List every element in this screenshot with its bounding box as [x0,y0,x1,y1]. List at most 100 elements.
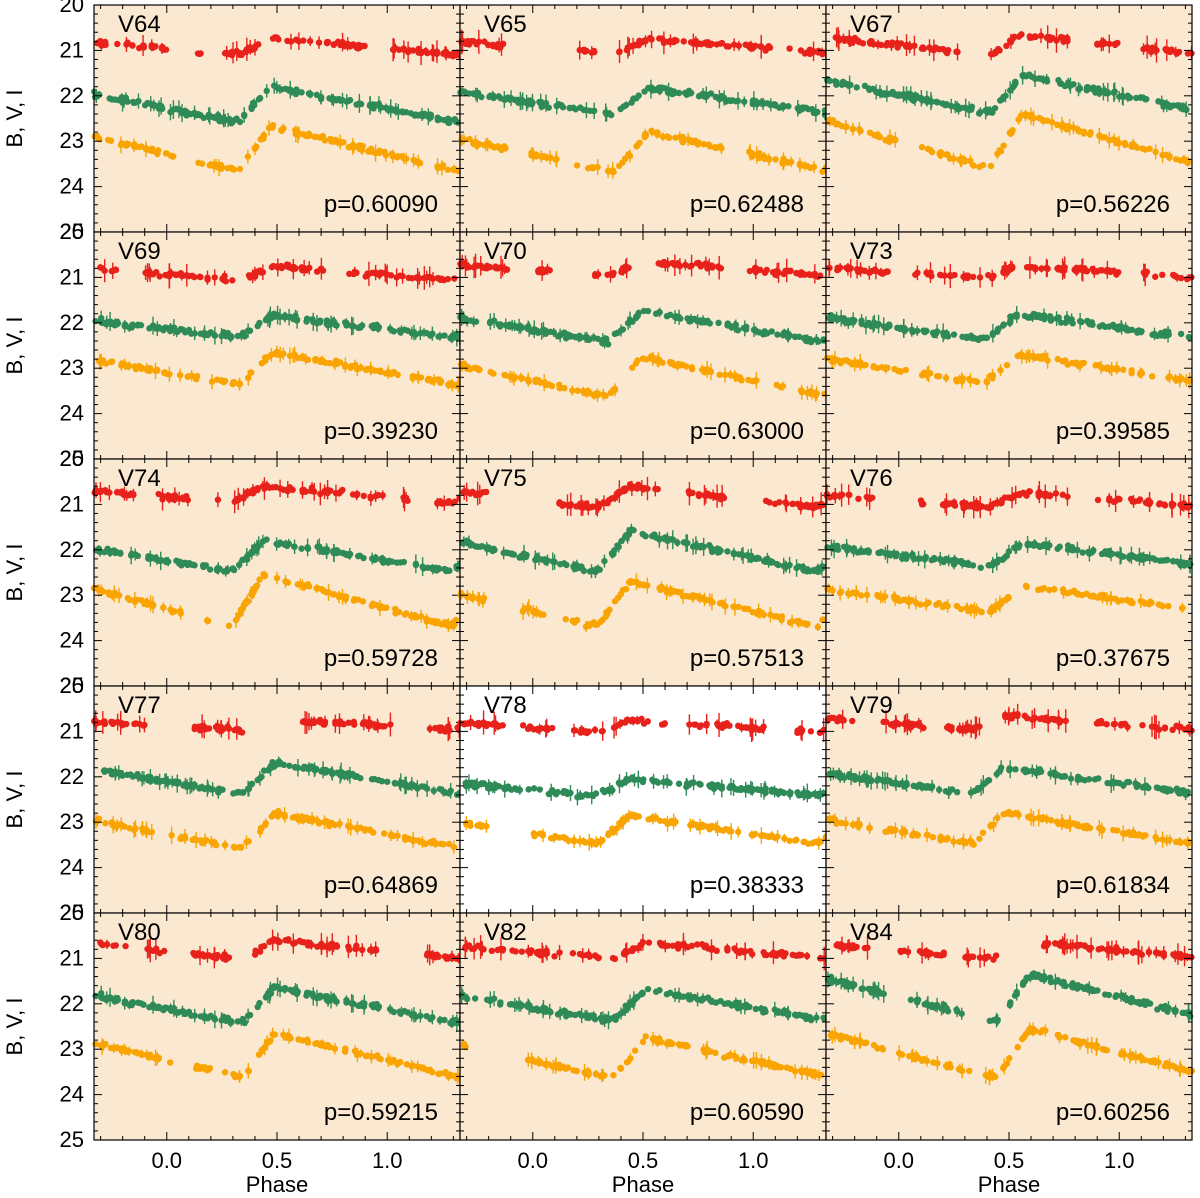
point-I-band [1063,34,1071,42]
point-V-band [1054,314,1061,322]
point-I-band [953,48,960,56]
point-B-band [648,128,656,136]
point-B-band [543,154,550,161]
point-V-band [570,104,577,111]
point-I-band [140,43,147,51]
point-V-band [478,93,485,101]
point-V-band [298,545,305,552]
point-I-band [585,504,593,511]
point-I-band [1055,266,1062,273]
point-B-band [994,150,1001,158]
point-V-band [882,91,889,98]
point-I-band [877,269,884,276]
point-I-band [405,274,412,282]
point-B-band [363,365,371,373]
point-B-band [413,614,420,621]
point-V-band [779,103,787,111]
point-I-band [803,501,810,508]
point-I-band [566,502,574,510]
point-I-band [231,498,238,505]
point-V-band [983,334,991,341]
point-V-band [262,316,270,324]
point-B-band [496,144,504,151]
point-I-band [229,49,237,56]
point-B-band [401,611,409,618]
point-I-band [773,267,781,275]
point-I-band [374,491,382,499]
point-B-band [641,132,649,139]
point-I-band [445,498,453,505]
point-I-band [1177,274,1185,282]
point-I-band [914,269,921,277]
point-V-band [1020,72,1028,79]
point-B-band [491,144,498,151]
point-I-band [1111,40,1119,48]
point-V-band [699,90,707,97]
point-I-band [632,41,639,48]
point-B-band [970,162,977,169]
point-V-band [167,108,174,116]
point-I-band [347,43,354,50]
point-V-band [503,549,510,556]
point-V-band [1043,75,1050,83]
point-V-band [805,105,812,113]
point-V-band [199,562,207,569]
point-B-band [299,354,306,362]
point-B-band [1103,364,1111,371]
point-V-band [449,332,456,339]
point-B-band [251,145,259,152]
point-I-band [1046,35,1054,43]
point-B-band [1087,129,1094,136]
point-I-band [332,489,340,497]
point-I-band [992,49,999,57]
point-I-band [843,264,850,271]
point-V-band [1083,84,1091,91]
point-V-band [812,109,820,117]
point-V-band [923,95,931,102]
point-V-band [228,333,235,341]
point-B-band [284,579,292,586]
point-V-band [222,117,229,124]
point-I-band [747,44,754,52]
point-I-band [918,45,926,52]
point-V-band [617,105,624,113]
point-I-band [1106,40,1113,48]
point-B-band [510,375,518,382]
variable-name-label: V67 [850,11,893,38]
point-I-band [1057,34,1065,41]
panel-v67: V67 p=0.56226 [824,4,1195,233]
point-V-band [256,319,263,327]
point-V-band [112,320,120,327]
point-B-band [667,360,675,367]
period-label: p=0.39585 [1056,418,1170,445]
point-V-band [241,112,248,120]
point-I-band [414,275,421,282]
point-V-band [398,327,405,334]
point-I-band [652,485,659,493]
point-I-band [613,490,621,497]
point-I-band [367,493,374,501]
point-I-band [452,51,460,59]
point-B-band [304,581,312,588]
point-I-band [1003,42,1010,50]
point-V-band [872,88,880,96]
point-V-band [920,327,927,334]
point-B-band [632,360,640,367]
point-B-band [952,376,960,383]
point-B-band [556,381,563,389]
point-B-band [1172,156,1180,163]
point-B-band [609,387,617,394]
point-V-band [286,87,294,94]
point-V-band [785,103,792,110]
data-points [92,257,463,393]
point-I-band [799,269,806,277]
point-B-band [1173,376,1180,383]
point-V-band [689,543,697,550]
point-I-band [542,268,549,275]
point-I-band [1143,268,1151,276]
point-B-band [989,372,996,379]
point-V-band [375,100,383,108]
point-I-band [698,40,705,48]
point-V-band [132,99,139,106]
point-B-band [1096,132,1104,139]
